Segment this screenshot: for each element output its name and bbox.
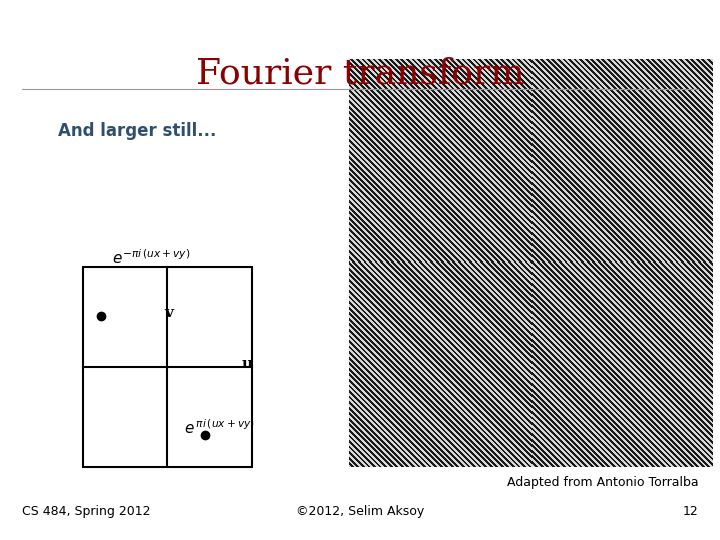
Text: $e^{\,\pi i\,(ux+vy)}$: $e^{\,\pi i\,(ux+vy)}$ xyxy=(184,418,255,437)
Text: CS 484, Spring 2012: CS 484, Spring 2012 xyxy=(22,505,150,518)
Text: ©2012, Selim Aksoy: ©2012, Selim Aksoy xyxy=(296,505,424,518)
Text: v: v xyxy=(165,306,174,320)
Text: $e^{-\pi i\,(ux+vy)}$: $e^{-\pi i\,(ux+vy)}$ xyxy=(112,248,190,267)
Text: Fourier transform: Fourier transform xyxy=(196,57,524,91)
Text: And larger still...: And larger still... xyxy=(58,122,216,139)
Text: 12: 12 xyxy=(683,505,698,518)
Text: u: u xyxy=(241,357,252,372)
Bar xyxy=(83,267,252,467)
Text: Adapted from Antonio Torralba: Adapted from Antonio Torralba xyxy=(507,476,698,489)
